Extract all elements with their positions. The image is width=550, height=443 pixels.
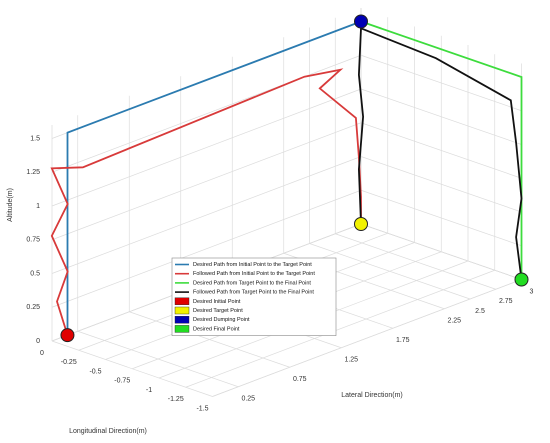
legend-label: Followed Path from Initial Point to the … bbox=[193, 271, 315, 277]
grid-line bbox=[51, 88, 362, 207]
point-marker bbox=[60, 328, 75, 343]
legend-label: Followed Path from Target Point to the F… bbox=[193, 290, 314, 296]
z-tick-label: 1.5 bbox=[30, 135, 40, 142]
legend-label: Desired Dumping Point bbox=[193, 317, 250, 323]
x-axis-label: Longitudinal Direction(m) bbox=[69, 428, 147, 435]
x-tick-label: -1 bbox=[146, 387, 152, 394]
y-tick-label: 0.25 bbox=[241, 396, 255, 403]
y-tick-label: 2.5 bbox=[475, 308, 485, 315]
x-tick-label: -0.25 bbox=[61, 359, 77, 366]
legend-label: Desired Path from Initial Point to the T… bbox=[193, 262, 312, 268]
series-line bbox=[360, 20, 523, 280]
plot-area bbox=[50, 14, 529, 343]
grid-line bbox=[51, 54, 362, 173]
y-axis-label: Lateral Direction(m) bbox=[341, 392, 402, 399]
y-tick-label: 1.25 bbox=[344, 357, 358, 364]
grid-line bbox=[360, 223, 522, 280]
z-tick-label: 1.25 bbox=[26, 169, 40, 176]
legend-swatch bbox=[174, 325, 190, 333]
z-tick-label: 0.25 bbox=[26, 304, 40, 311]
x-tick-label: -0.75 bbox=[114, 378, 130, 385]
y-tick-label: 2.75 bbox=[499, 298, 513, 305]
series-line bbox=[66, 20, 362, 336]
point-marker bbox=[514, 272, 529, 287]
y-tick-label: 0.75 bbox=[293, 376, 307, 383]
grid-line bbox=[129, 311, 290, 368]
z-tick-label: 0.5 bbox=[30, 270, 40, 277]
x-tick-label: -0.5 bbox=[89, 368, 101, 375]
x-tick-label: -1.25 bbox=[168, 396, 184, 403]
point-marker bbox=[354, 217, 368, 231]
legend-swatch bbox=[174, 297, 190, 305]
legend-label: Desired Final Point bbox=[193, 326, 240, 332]
legend: Desired Path from Initial Point to the T… bbox=[171, 257, 337, 336]
legend-label: Desired Target Point bbox=[193, 308, 243, 314]
x-tick-label: -1.5 bbox=[196, 405, 208, 412]
grid-line bbox=[309, 243, 471, 300]
legend-box bbox=[171, 257, 337, 336]
z-tick-label: 1 bbox=[36, 203, 40, 210]
grid-line bbox=[77, 330, 239, 388]
y-tick-label: 1.75 bbox=[396, 337, 410, 344]
y-tick-label: 2.25 bbox=[447, 318, 461, 325]
legend-label: Desired Initial Point bbox=[193, 299, 241, 305]
grid: 0 0.25 0.5 0.75 1 1.25 1.5 0 -0.25 -0.5 -0.75 -1 -1.… bbox=[26, 8, 534, 412]
series-line bbox=[357, 26, 523, 280]
x-tick-label: 0 bbox=[40, 350, 44, 357]
grid-line bbox=[335, 233, 496, 290]
legend-swatch bbox=[174, 316, 190, 324]
grid-line bbox=[51, 156, 362, 274]
legend-label: Desired Path from Target Point to the Fi… bbox=[193, 280, 311, 286]
point-marker bbox=[354, 14, 368, 29]
grid-line bbox=[51, 122, 362, 241]
series-line bbox=[50, 68, 362, 336]
legend-swatch bbox=[174, 306, 190, 315]
z-tick-label: 0.75 bbox=[26, 237, 40, 244]
z-tick-label: 0 bbox=[36, 338, 40, 345]
z-axis-label: Altitude(m) bbox=[7, 188, 14, 222]
y-tick-label: 3 bbox=[530, 288, 534, 295]
